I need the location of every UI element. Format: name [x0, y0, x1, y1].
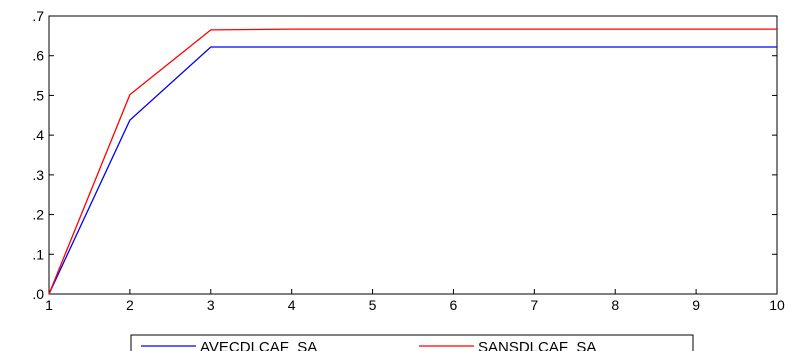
x-tick-label: 8: [611, 297, 619, 313]
y-tick-label: .6: [32, 48, 44, 64]
x-tick-label: 10: [769, 297, 785, 313]
x-tick-label: 9: [692, 297, 700, 313]
x-tick-label: 6: [450, 297, 458, 313]
x-axis: 1 2 3 4 5 6 7 8 9 10: [45, 289, 785, 313]
legend: AVECDLCAF_SA SANSDLCAF_SA: [130, 334, 694, 351]
y-tick-label: .1: [32, 246, 44, 262]
y-tick-label: .0: [32, 286, 44, 302]
series-line-sansdlcaf-sa: [48, 28, 777, 295]
series-line-avecdlcaf-sa: [48, 46, 777, 295]
y-axis: .0 .1 .2 .3 .4 .5 .6 .7: [32, 8, 777, 302]
legend-box: [130, 334, 694, 351]
legend-label-avecdlcaf-sa: AVECDLCAF_SA: [200, 339, 317, 351]
y-tick-label: .4: [32, 127, 44, 143]
y-tick-label: .3: [32, 167, 44, 183]
y-tick-label: .7: [32, 8, 44, 24]
x-tick-label: 1: [45, 297, 53, 313]
x-tick-label: 3: [207, 297, 215, 313]
x-tick-label: 2: [126, 297, 134, 313]
y-tick-label: .5: [32, 87, 44, 103]
x-tick-label: 7: [530, 297, 538, 313]
legend-label-sansdlcaf-sa: SANSDLCAF_SA: [478, 339, 596, 351]
x-tick-label: 4: [288, 297, 296, 313]
y-tick-label: .2: [32, 207, 44, 223]
series-layer: [48, 28, 777, 295]
x-tick-label: 5: [369, 297, 377, 313]
plot-frame: [48, 15, 778, 295]
